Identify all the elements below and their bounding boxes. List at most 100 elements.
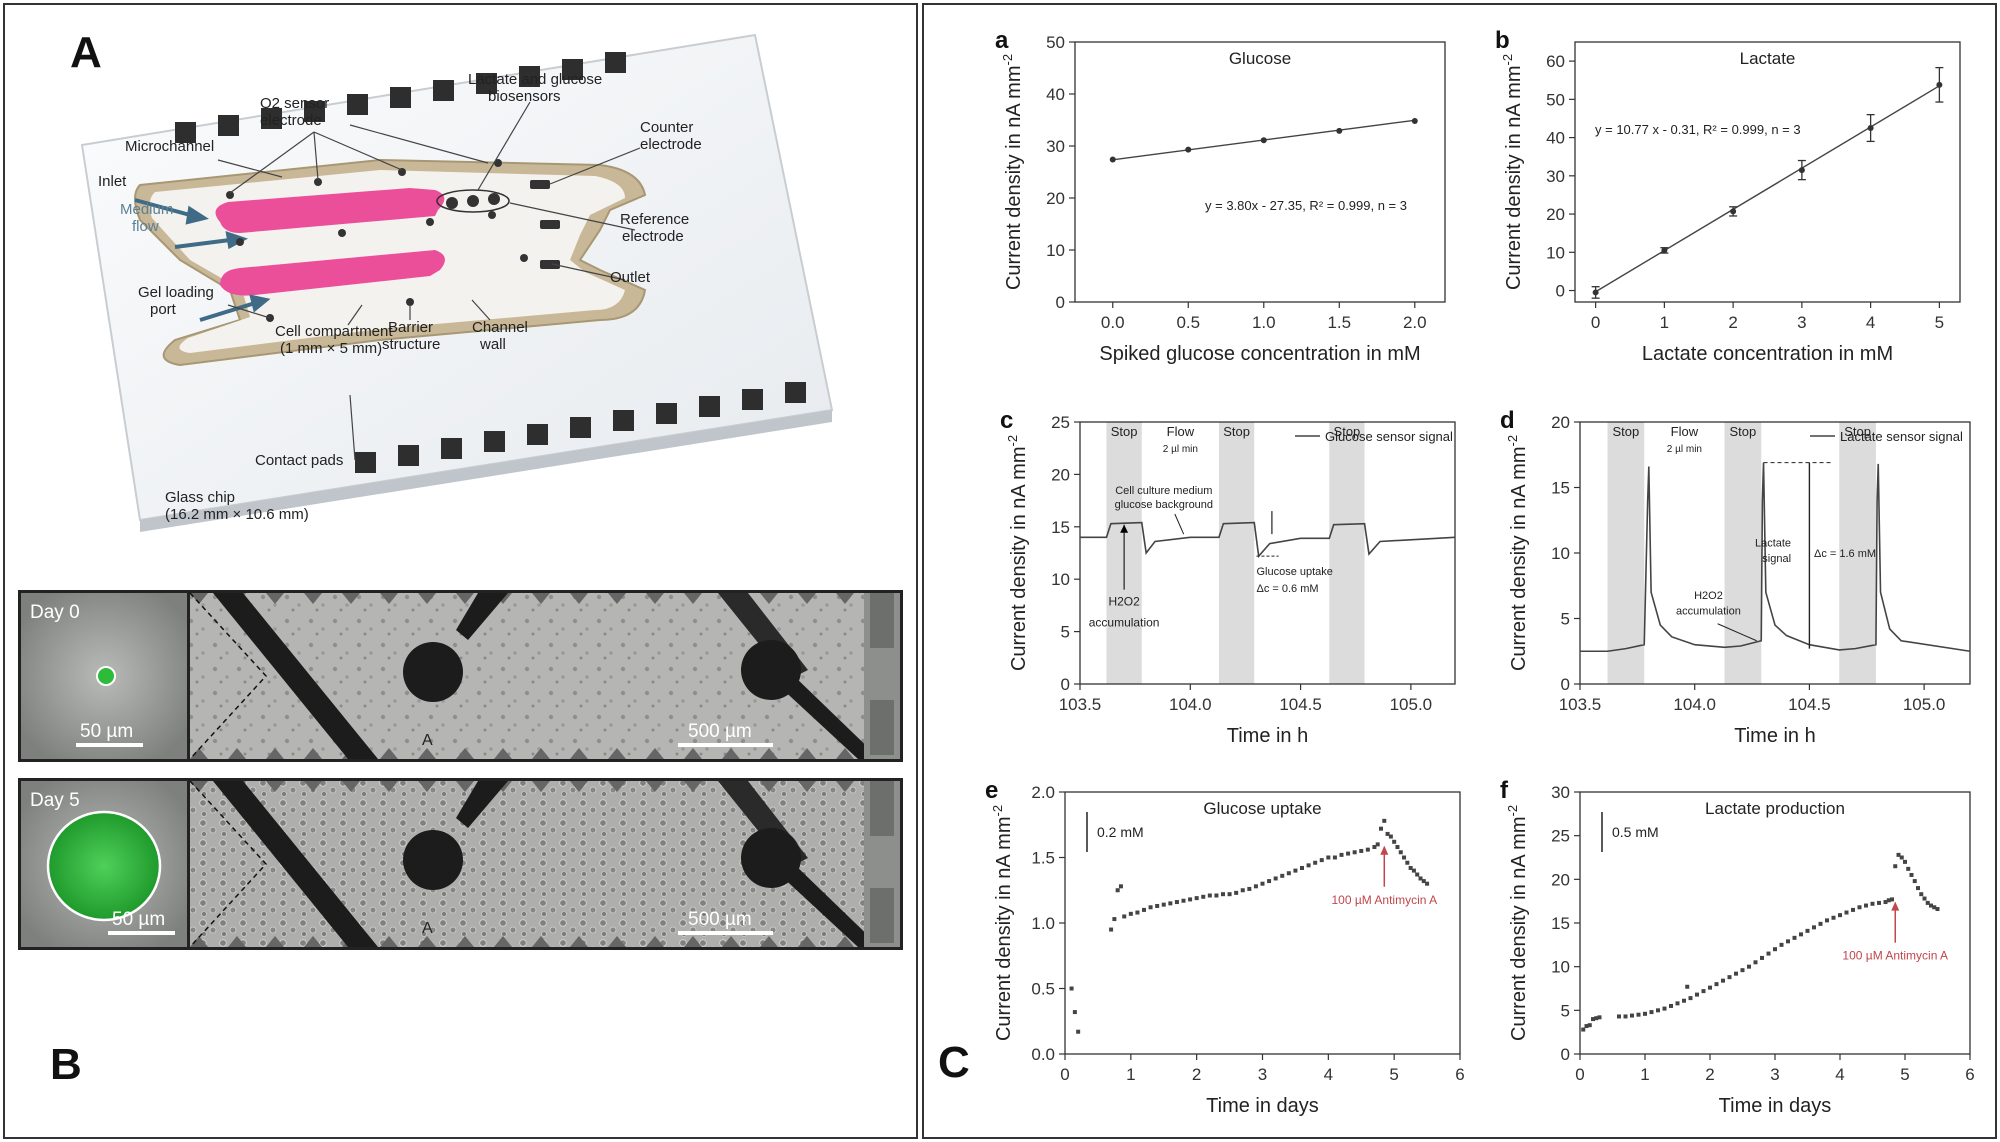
- data-point: [1760, 955, 1764, 960]
- data-point: [1273, 876, 1278, 881]
- data-point: [1319, 858, 1324, 863]
- x-tick-label: 0: [1575, 1065, 1584, 1084]
- data-point: [1326, 855, 1331, 860]
- y-tick-label: 10: [1546, 243, 1565, 262]
- day0-marker: A: [422, 732, 433, 749]
- data-point: [1267, 879, 1272, 884]
- x-tick-label: 3: [1258, 1065, 1267, 1084]
- data-point: [1260, 137, 1267, 144]
- series-line-0: [1580, 462, 1971, 653]
- x-axis-label: Time in h: [1227, 725, 1309, 747]
- x-axis-label: Lactate concentration in mM: [1642, 343, 1893, 365]
- label-glass-chip-line2: (16.2 mm × 10.6 mm): [165, 506, 309, 523]
- label-gel-port-line2: port: [150, 301, 177, 318]
- x-axis-label: Time in days: [1719, 1095, 1832, 1117]
- contact-pads-bottom: [355, 382, 806, 473]
- label-medium-line1: Medium: [120, 201, 173, 218]
- micrograph-day5: Day 5 50 µm 500 µm A: [18, 778, 903, 950]
- treatment-label: 100 µM Antimycin A: [1331, 893, 1437, 907]
- data-point: [1069, 986, 1074, 991]
- treatment-label: 100 µM Antimycin A: [1842, 949, 1948, 963]
- label-channel-wall-line2: wall: [479, 336, 506, 353]
- data-point: [1395, 845, 1400, 850]
- data-point: [1286, 871, 1291, 876]
- y-tick-label: 5: [1061, 623, 1070, 642]
- stop-label: Stop: [1111, 424, 1138, 439]
- data-point: [1912, 879, 1917, 884]
- y-axis-label: Current density in nA mm-2: [1005, 435, 1030, 671]
- y-tick-label: 30: [1551, 783, 1570, 802]
- y-tick-label: 0: [1561, 675, 1570, 694]
- data-point: [1630, 1013, 1634, 1018]
- x-tick-label: 104.0: [1673, 695, 1716, 714]
- y-axis-label: Current density in nA mm-2: [990, 805, 1015, 1041]
- data-point: [1185, 146, 1192, 153]
- h2o2-label-2: accumulation: [1089, 615, 1160, 629]
- label-o2-sensor-line1: O2 sensor: [260, 95, 329, 112]
- data-point: [1682, 998, 1686, 1003]
- data-point: [1260, 881, 1265, 886]
- day0-main-scale-label: 500 µm: [688, 721, 752, 742]
- y-tick-label: 30: [1546, 167, 1565, 186]
- x-tick-label: 6: [1455, 1065, 1464, 1084]
- data-point: [1661, 247, 1668, 254]
- data-point: [1359, 848, 1364, 853]
- x-tick-label: 103.5: [1059, 695, 1102, 714]
- data-point: [1207, 893, 1212, 898]
- data-point: [1411, 868, 1416, 873]
- y-tick-label: 20: [1551, 413, 1570, 432]
- y-tick-label: 40: [1546, 129, 1565, 148]
- y-tick-label: 20: [1051, 465, 1070, 484]
- data-point: [1877, 900, 1881, 905]
- panel-label-c: C: [938, 1038, 970, 1087]
- data-point: [1135, 910, 1140, 915]
- fit-equation: y = 10.77 x - 0.31, R² = 0.999, n = 3: [1595, 122, 1801, 137]
- data-point: [1109, 927, 1114, 932]
- day5-marker: A: [422, 920, 433, 937]
- data-point: [1142, 907, 1146, 912]
- data-point: [1253, 884, 1258, 889]
- panel-letter: b: [1495, 27, 1510, 54]
- h2o2-label-1: H2O2: [1108, 594, 1140, 608]
- h2o2-arrowhead: [1120, 524, 1129, 533]
- contact-pads-top: [175, 52, 626, 143]
- panel-letter: c: [1000, 407, 1013, 434]
- x-tick-label: 1: [1640, 1065, 1649, 1084]
- uptake-label-1: Glucose uptake: [1256, 566, 1332, 578]
- x-tick-label: 2: [1192, 1065, 1201, 1084]
- x-tick-label: 104.5: [1788, 695, 1831, 714]
- y-axis-label: Current density in nA mm-2: [1505, 435, 1530, 671]
- y-tick-label: 1.0: [1031, 914, 1055, 933]
- x-tick-label: 2.0: [1403, 313, 1427, 332]
- data-point: [1857, 905, 1862, 910]
- h2o2-label-2: accumulation: [1676, 606, 1741, 618]
- y-tick-label: 50: [1546, 90, 1565, 109]
- chart-e: 0 1 2 3 4 5 6 0.0 0.5 1.0 1.5 2.0 Time in days Curren…: [985, 777, 1465, 1117]
- data-point: [1623, 1014, 1628, 1019]
- fit-equation: y = 3.80x - 27.35, R² = 0.999, n = 3: [1205, 198, 1407, 213]
- data-point: [1234, 890, 1239, 895]
- data-point: [1076, 1029, 1081, 1034]
- data-point: [1372, 845, 1377, 850]
- treatment-arrowhead: [1380, 845, 1389, 855]
- data-point: [1890, 897, 1894, 902]
- data-point: [1415, 872, 1420, 877]
- label-cell-compartment-line2: (1 mm × 5 mm): [280, 340, 382, 357]
- data-point: [1919, 892, 1924, 897]
- y-axis-label-exponent: -2: [1005, 435, 1020, 447]
- y-tick-label: 0.5: [1031, 980, 1055, 999]
- shaded-interval-1: [1218, 422, 1255, 684]
- x-tick-label: 0.5: [1176, 313, 1200, 332]
- x-axis-label: Time in days: [1206, 1095, 1319, 1117]
- cell-compartments: [215, 188, 445, 296]
- data-point: [1701, 989, 1706, 994]
- x-tick-label: 4: [1866, 313, 1875, 332]
- stop-label: Stop: [1844, 424, 1871, 439]
- chart-f: 0 1 2 3 4 5 6 0 5 10 15 20 25 30 Time in days Current d…: [1500, 777, 1975, 1117]
- data-point: [1411, 118, 1418, 125]
- data-point: [1688, 996, 1693, 1001]
- x-tick-label: 0: [1060, 1065, 1069, 1084]
- data-point: [1867, 125, 1874, 132]
- y-axis-label-exponent: -2: [1505, 805, 1520, 817]
- fit-line: [1595, 85, 1940, 293]
